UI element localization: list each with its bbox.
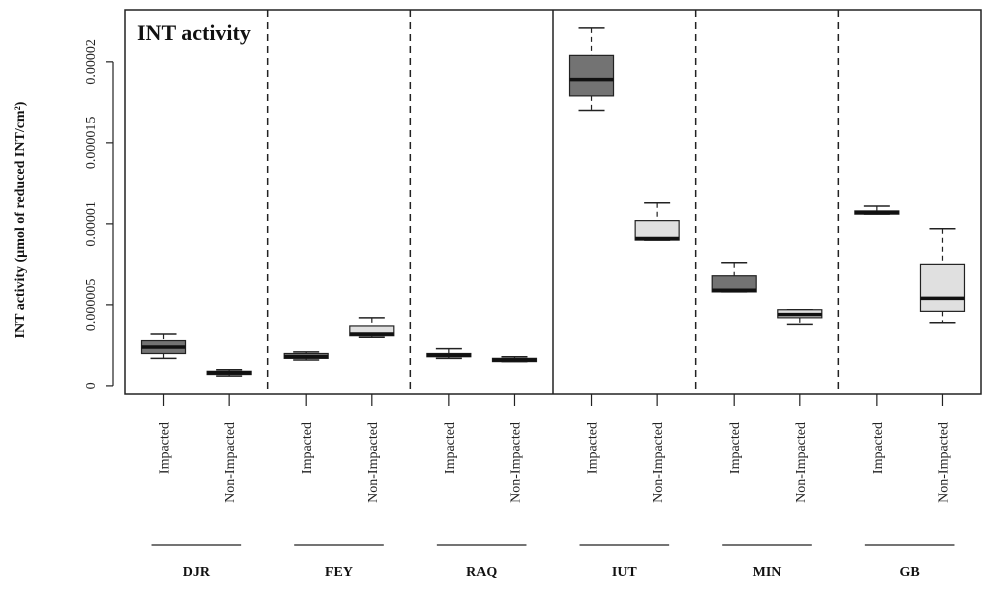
group-label: GB xyxy=(900,565,920,580)
category-label: Impacted xyxy=(300,422,315,474)
box-iut-non-impacted xyxy=(634,202,680,241)
category-label: Non-Impacted xyxy=(508,422,523,503)
box-fey-impacted xyxy=(283,351,329,361)
y-tick-label: 0.00001 xyxy=(84,201,99,247)
category-label: Non-Impacted xyxy=(936,422,951,503)
x-axis-labels: Impacted Non-Impacted DJR Impacted Non-Impac… xyxy=(151,394,955,580)
box-series xyxy=(140,27,966,377)
box-min-non-impacted xyxy=(777,308,823,326)
group-label: RAQ xyxy=(466,565,497,580)
group-label: MIN xyxy=(753,565,782,580)
category-label: Non-Impacted xyxy=(651,422,666,503)
category-label: Impacted xyxy=(586,422,601,474)
box-gb-non-impacted xyxy=(919,227,966,324)
box-djr-impacted xyxy=(140,333,187,360)
box-min-impacted xyxy=(711,262,757,293)
iqr-box xyxy=(568,54,615,97)
chart-title: INT activity xyxy=(137,20,251,45)
box-raq-non-impacted xyxy=(491,355,538,363)
iqr-box xyxy=(919,263,966,312)
group-separators xyxy=(266,10,840,394)
group-label: IUT xyxy=(612,565,638,580)
category-label: Non-Impacted xyxy=(794,422,809,503)
group-label: DJR xyxy=(183,565,211,580)
box-fey-non-impacted xyxy=(349,317,395,339)
y-tick-label: 0.000015 xyxy=(84,117,99,170)
y-axis-label: INT activity (µmol of reduced INT/cm²) xyxy=(13,101,28,338)
category-label: Impacted xyxy=(728,422,743,474)
y-tick-label: 0.000005 xyxy=(84,279,99,332)
category-label: Impacted xyxy=(871,422,886,474)
category-label: Non-Impacted xyxy=(223,422,238,503)
category-label: Non-Impacted xyxy=(366,422,381,503)
box-raq-impacted xyxy=(426,347,472,360)
y-axis: 0 0.000005 0.00001 0.000015 0.00002 xyxy=(84,39,114,389)
box-iut-impacted xyxy=(568,27,615,112)
y-tick-label: 0 xyxy=(84,382,99,389)
y-tick-label: 0.00002 xyxy=(84,39,99,84)
group-label: FEY xyxy=(325,565,353,580)
box-gb-impacted xyxy=(854,205,900,215)
category-label: Impacted xyxy=(443,422,458,474)
category-label: Impacted xyxy=(158,422,173,474)
box-djr-non-impacted xyxy=(206,368,252,377)
